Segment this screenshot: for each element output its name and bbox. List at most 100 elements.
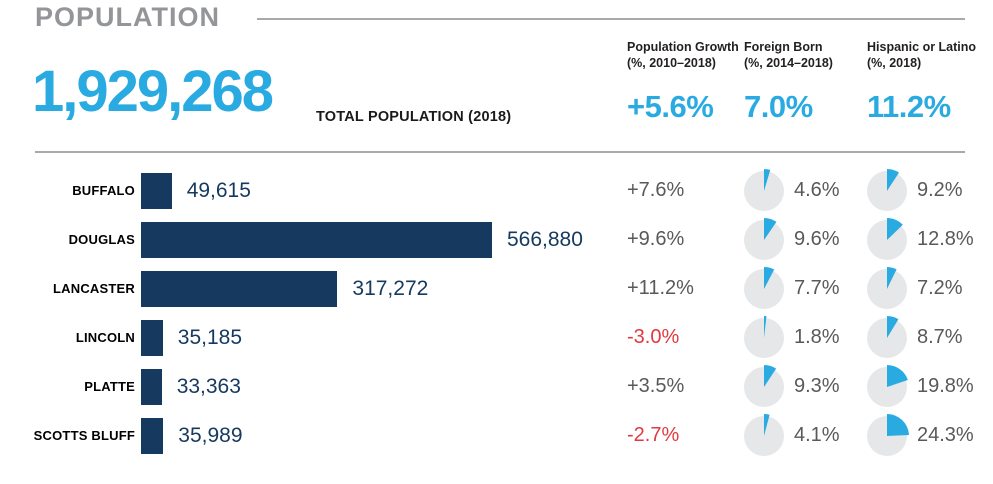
population-value: 35,185 xyxy=(177,325,243,349)
foreign-born-value: 9.3% xyxy=(794,375,840,397)
hispanic-cell: 12.8% xyxy=(865,217,993,262)
hispanic-latino-summary: 11.2% xyxy=(867,88,951,124)
foreign-born-cell: 9.6% xyxy=(742,217,865,262)
pie-slice xyxy=(887,413,909,436)
population-bar-area: 566,880 xyxy=(135,221,627,258)
population-growth-summary: +5.6% xyxy=(627,88,714,124)
county-label: DOUGLAS xyxy=(68,232,135,247)
column-label: Foreign Born (%, 2014–2018) xyxy=(744,40,833,71)
pie-slice xyxy=(887,315,899,338)
population-value: 566,880 xyxy=(507,227,583,251)
population-bar xyxy=(141,368,162,405)
section-divider xyxy=(35,151,965,153)
hispanic-value: 12.8% xyxy=(917,228,974,250)
county-label: PLATTE xyxy=(84,379,135,394)
pie-chart-icon xyxy=(867,315,907,358)
pie-slice xyxy=(764,315,767,338)
growth-value: +11.2% xyxy=(627,277,694,299)
pie-chart-icon xyxy=(744,266,784,309)
title-rule xyxy=(257,18,965,20)
population-value: 33,363 xyxy=(176,374,241,398)
population-value: 317,272 xyxy=(352,276,429,300)
population-bar xyxy=(141,221,492,258)
pie-chart-icon xyxy=(744,217,784,260)
hispanic-value: 24.3% xyxy=(917,424,974,446)
county-row: PLATTE 33,363 +3.5% 9.3% 19.8% xyxy=(0,362,993,411)
column-header-population-growth: Population Growth (%, 2010–2018) +5.6% xyxy=(627,39,739,125)
column-header-foreign-born: Foreign Born (%, 2014–2018) 7.0% xyxy=(744,39,833,125)
pie-chart-icon xyxy=(867,168,907,211)
county-row: SCOTTS BLUFF 35,989 -2.7% 4.1% 24.3% xyxy=(0,411,993,460)
pie-slice xyxy=(887,266,897,289)
growth-value: +9.6% xyxy=(627,228,685,250)
hispanic-cell: 24.3% xyxy=(865,413,993,458)
pie-slice xyxy=(887,168,900,191)
total-population-label: TOTAL POPULATION (2018) xyxy=(316,109,512,125)
population-bar-area: 35,989 xyxy=(135,417,627,454)
county-label: LINCOLN xyxy=(75,330,135,345)
hispanic-value: 9.2% xyxy=(917,179,963,201)
pie-slice xyxy=(887,364,908,387)
hispanic-cell: 7.2% xyxy=(865,266,993,311)
population-bar xyxy=(141,417,164,454)
pie-chart-icon xyxy=(744,413,784,456)
population-bar xyxy=(141,319,163,356)
county-row: LINCOLN 35,185 -3.0% 1.8% 8.7% xyxy=(0,313,993,362)
county-label: SCOTTS BLUFF xyxy=(33,428,135,443)
county-rows: BUFFALO 49,615 +7.6% 4.6% 9.2% DOUGLAS 566,880… xyxy=(0,166,993,460)
population-bar-area: 33,363 xyxy=(135,368,627,405)
foreign-born-cell: 4.1% xyxy=(742,413,865,458)
population-value: 35,989 xyxy=(178,423,243,447)
growth-value: -3.0% xyxy=(627,326,680,348)
pie-slice xyxy=(764,168,771,191)
pie-chart-icon xyxy=(867,217,907,260)
foreign-born-value: 4.1% xyxy=(794,424,840,446)
pie-slice xyxy=(764,266,775,289)
population-bar xyxy=(141,270,338,307)
county-row: DOUGLAS 566,880 +9.6% 9.6% 12.8% xyxy=(0,215,993,264)
foreign-born-value: 4.6% xyxy=(794,179,840,201)
hispanic-cell: 9.2% xyxy=(865,168,993,213)
county-row: LANCASTER 317,272 +11.2% 7.7% 7.2% xyxy=(0,264,993,313)
column-header-hispanic-latino: Hispanic or Latino (%, 2018) 11.2% xyxy=(867,39,976,125)
population-bar xyxy=(141,172,172,209)
pie-slice xyxy=(887,217,903,240)
population-value: 49,615 xyxy=(186,178,251,202)
growth-value: +3.5% xyxy=(627,375,685,397)
hispanic-cell: 8.7% xyxy=(865,315,993,360)
total-population-value: 1,929,268 xyxy=(32,59,274,124)
county-row: BUFFALO 49,615 +7.6% 4.6% 9.2% xyxy=(0,166,993,215)
pie-slice xyxy=(764,217,777,240)
pie-slice xyxy=(764,364,777,387)
foreign-born-cell: 4.6% xyxy=(742,168,865,213)
growth-value: +7.6% xyxy=(627,179,685,201)
foreign-born-summary: 7.0% xyxy=(744,88,813,124)
foreign-born-cell: 7.7% xyxy=(742,266,865,311)
pie-chart-icon xyxy=(867,364,908,407)
hispanic-cell: 19.8% xyxy=(865,364,993,409)
county-label: LANCASTER xyxy=(53,281,135,296)
column-label: Population Growth (%, 2010–2018) xyxy=(627,40,739,71)
pie-chart-icon xyxy=(744,364,784,407)
column-label: Hispanic or Latino (%, 2018) xyxy=(867,40,977,71)
foreign-born-value: 7.7% xyxy=(794,277,840,299)
hispanic-value: 7.2% xyxy=(917,277,963,299)
pie-chart-icon xyxy=(867,413,909,456)
page-title: POPULATION xyxy=(35,2,220,32)
county-label: BUFFALO xyxy=(72,183,135,198)
growth-value: -2.7% xyxy=(627,424,680,446)
hispanic-value: 8.7% xyxy=(917,326,963,348)
foreign-born-value: 1.8% xyxy=(794,326,840,348)
foreign-born-cell: 1.8% xyxy=(742,315,865,360)
population-bar-area: 49,615 xyxy=(135,172,627,209)
pie-slice xyxy=(764,413,770,436)
foreign-born-cell: 9.3% xyxy=(742,364,865,409)
population-bar-area: 35,185 xyxy=(135,319,627,356)
foreign-born-value: 9.6% xyxy=(794,228,840,250)
pie-chart-icon xyxy=(744,168,784,211)
pie-chart-icon xyxy=(744,315,784,358)
pie-chart-icon xyxy=(867,266,907,309)
population-bar-area: 317,272 xyxy=(135,270,627,307)
hispanic-value: 19.8% xyxy=(917,375,974,397)
